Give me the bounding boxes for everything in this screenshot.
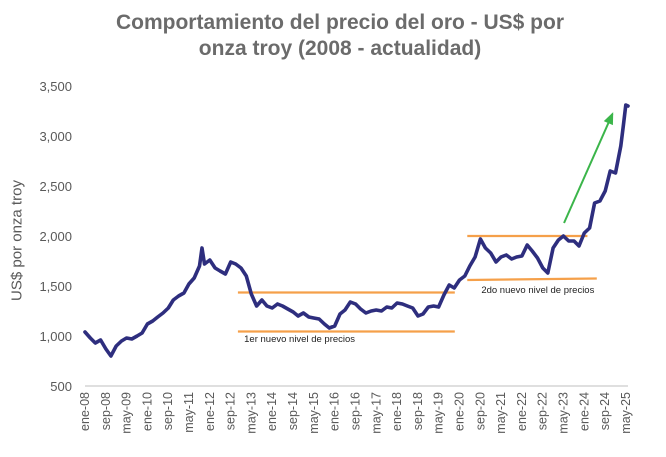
chart-title-line-1: Comportamiento del precio del oro - US$ … [115, 11, 565, 34]
x-tick-label: may-19 [432, 392, 446, 434]
x-tick-label: ene-18 [390, 392, 404, 431]
trend-arrow-shaft [563, 113, 614, 224]
x-tick-label: ene-22 [515, 392, 529, 431]
x-tick-label: sep-22 [536, 392, 550, 430]
x-tick-label: sep-08 [99, 392, 113, 430]
x-tick-label: ene-10 [140, 392, 154, 431]
x-tick-label: may-09 [120, 392, 134, 434]
x-tick-label: ene-14 [265, 392, 279, 431]
x-tick-label: sep-24 [598, 392, 612, 430]
x-tick-label: sep-16 [348, 392, 362, 430]
x-tick-label: ene-12 [203, 392, 217, 431]
y-tick-label: 1,500 [39, 279, 72, 294]
y-tick-label: 2,500 [39, 179, 72, 194]
x-tick-label: sep-18 [411, 392, 425, 430]
x-tick-label: may-25 [619, 392, 633, 434]
chart-title-line-2: onza troy (2008 - actualidad) [198, 37, 482, 60]
x-tick-label: sep-12 [224, 392, 238, 430]
x-tick-label: ene-08 [78, 392, 92, 431]
y-tick-label: 1,000 [39, 329, 72, 344]
annotation-level-2: 2do nuevo nivel de precios [481, 285, 594, 296]
x-tick-label: may-13 [244, 392, 258, 434]
x-tick-label: ene-16 [328, 392, 342, 431]
x-tick-label: may-15 [307, 392, 321, 434]
x-tick-label: may-11 [182, 392, 196, 433]
gold-price-series-line [83, 103, 630, 358]
annotation-level-1: 1er nuevo nivel de precios [244, 334, 355, 345]
range-line-2-bottom [467, 277, 597, 282]
y-tick-label: 3,000 [39, 129, 72, 144]
x-tick-label: ene-24 [577, 392, 591, 431]
x-tick-label: sep-20 [473, 392, 487, 430]
y-tick-label: 3,500 [39, 79, 72, 94]
x-tick-label: sep-10 [161, 392, 175, 430]
x-tick-label: may-21 [494, 392, 508, 434]
x-tick-label: sep-14 [286, 392, 300, 430]
y-tick-label: 2,000 [39, 229, 72, 244]
x-tick-label: may-17 [369, 392, 383, 434]
chart-title: Comportamiento del precio del oro - US$ … [60, 10, 620, 62]
y-tick-label: 500 [50, 379, 72, 394]
x-tick-label: ene-20 [452, 392, 466, 431]
x-tick-label: may-23 [557, 392, 571, 434]
trend-arrow-head [603, 112, 614, 126]
